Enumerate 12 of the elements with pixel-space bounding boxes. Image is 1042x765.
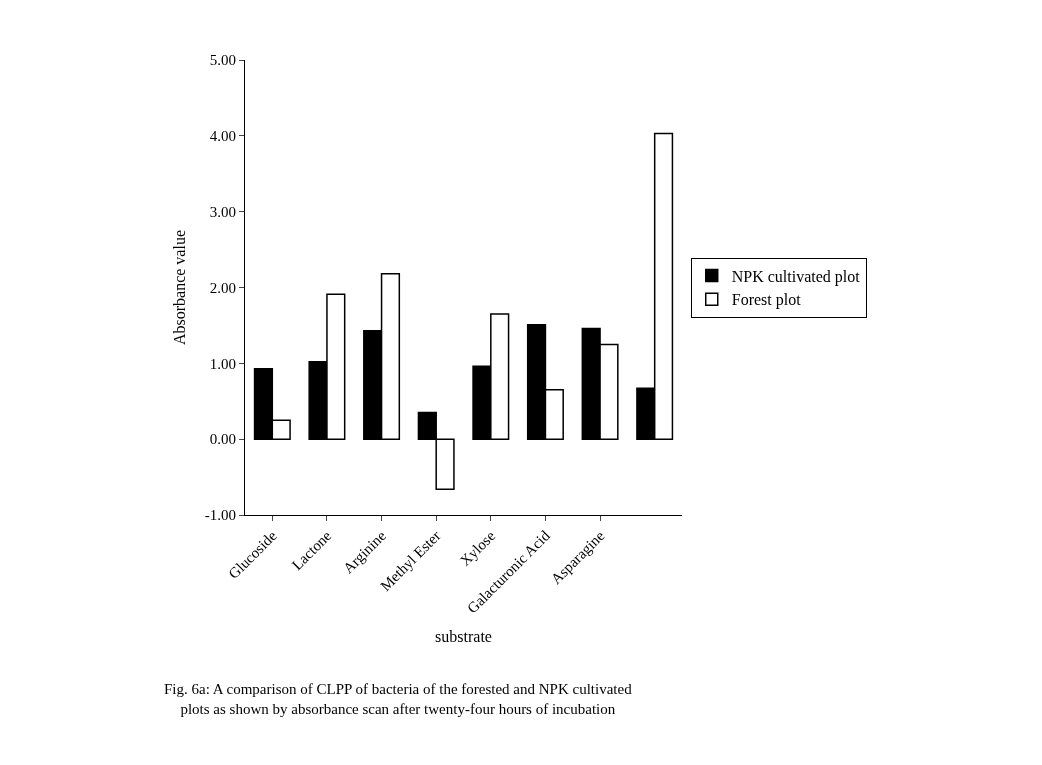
y-tick-label: 0.00 xyxy=(209,431,236,448)
y-tick-label: 3.00 xyxy=(209,203,236,220)
y-tick-label: -1.00 xyxy=(204,507,236,524)
y-tick-label: 5.00 xyxy=(209,52,236,69)
y-tick-label: 2.00 xyxy=(209,279,236,296)
legend-label: NPK cultivated plot xyxy=(731,267,861,286)
legend-label: Forest plot xyxy=(731,291,802,310)
y-tick-label: 4.00 xyxy=(209,128,236,145)
y-tick-label: 1.00 xyxy=(209,355,236,372)
caption: Fig. 6a: A comparison of CLPP of bacteria of the forested and NPK cultivated plots as shown by absorbance scan after twenty-four hours of incubation xyxy=(164,681,633,717)
x-axis-title: substrate xyxy=(435,628,492,646)
y-axis-title: Absorbance value xyxy=(170,229,188,346)
